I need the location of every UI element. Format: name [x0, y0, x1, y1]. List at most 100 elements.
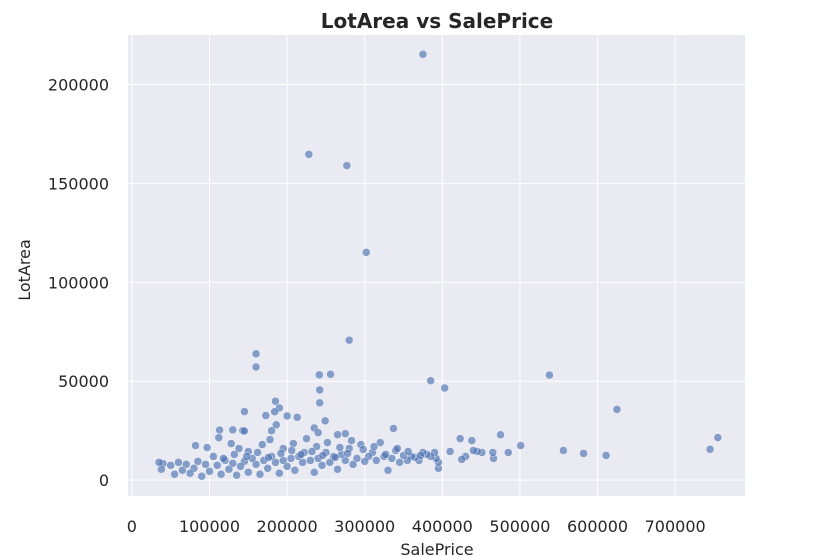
data-point [166, 461, 175, 470]
data-point [310, 468, 319, 477]
data-point [455, 434, 465, 443]
data-point [267, 426, 276, 435]
data-point [352, 454, 362, 463]
x-tick-label: 0 [127, 517, 137, 536]
data-point [182, 460, 191, 469]
x-tick-label: 100000 [179, 517, 240, 536]
data-point [307, 447, 317, 456]
x-tick-label: 200000 [257, 517, 318, 536]
data-point [292, 413, 302, 422]
data-point [178, 466, 187, 475]
data-point [272, 420, 281, 429]
data-point [333, 465, 342, 474]
x-tick-label: 500000 [489, 517, 550, 536]
data-point [389, 424, 398, 433]
data-point [253, 448, 262, 457]
chart-title: LotArea vs SalePrice [321, 9, 553, 33]
data-point [403, 447, 413, 456]
data-point [457, 455, 466, 464]
data-point [325, 458, 334, 467]
plot-area [128, 35, 745, 496]
data-point [224, 465, 234, 474]
data-point [335, 443, 345, 452]
data-point [331, 453, 340, 462]
data-point [251, 460, 261, 469]
data-point [264, 453, 273, 462]
y-tick-label: 100000 [48, 273, 109, 292]
data-point [313, 428, 323, 437]
data-point [358, 445, 368, 454]
data-point [344, 335, 354, 345]
data-point [516, 441, 525, 450]
data-point [214, 433, 224, 442]
x-tick-label: 400000 [412, 517, 473, 536]
data-point [320, 416, 330, 426]
data-point [467, 436, 477, 445]
data-point [445, 447, 455, 456]
data-point [315, 370, 324, 380]
data-point [302, 434, 311, 443]
grid-lines [128, 35, 745, 496]
data-point [258, 440, 267, 449]
data-point [488, 448, 497, 457]
y-tick-label: 0 [99, 471, 109, 490]
data-point [201, 460, 210, 469]
data-point [418, 50, 428, 59]
data-point [323, 438, 332, 447]
data-point [230, 450, 239, 459]
data-point [298, 458, 307, 467]
data-point [244, 468, 253, 477]
data-point [282, 411, 292, 421]
data-point [227, 439, 236, 448]
x-tick-label: 600000 [567, 517, 628, 536]
data-point [343, 449, 352, 458]
data-point [228, 459, 237, 468]
data-point [360, 457, 369, 466]
data-point [287, 446, 296, 455]
data-point [372, 456, 381, 465]
y-tick-label: 200000 [48, 75, 109, 94]
data-point [209, 452, 218, 461]
x-tick-label: 700000 [645, 517, 706, 536]
data-point [240, 407, 249, 416]
data-point [326, 370, 335, 379]
data-point [290, 466, 300, 475]
data-point [469, 446, 478, 455]
data-point [271, 458, 280, 467]
data-point [341, 429, 350, 438]
y-tick-labels: 0 50000 100000 150000 200000 [48, 75, 109, 490]
data-point [496, 430, 505, 439]
data-point [387, 454, 397, 463]
data-point [342, 161, 352, 170]
data-point [251, 362, 261, 372]
data-point [579, 449, 588, 458]
data-point [215, 425, 224, 435]
data-point [333, 430, 342, 439]
data-point [306, 456, 315, 465]
data-point [362, 248, 371, 257]
data-point [545, 370, 554, 380]
data-point [440, 383, 449, 393]
data-point [276, 449, 286, 458]
data-point [263, 464, 272, 473]
data-point [705, 445, 715, 454]
data-point [228, 425, 237, 435]
data-point [559, 446, 568, 455]
data-point [282, 462, 292, 471]
data-point [383, 466, 393, 475]
data-point [286, 454, 296, 463]
data-point [240, 426, 249, 436]
data-point [304, 150, 314, 159]
data-point [270, 407, 279, 416]
data-point [265, 435, 275, 444]
data-point [251, 349, 261, 358]
data-point [612, 405, 622, 414]
data-point [318, 451, 328, 460]
data-point [369, 442, 379, 451]
data-point [232, 471, 241, 480]
data-point [261, 411, 270, 420]
data-point [315, 398, 324, 408]
data-point [191, 441, 200, 450]
data-point [289, 439, 298, 448]
